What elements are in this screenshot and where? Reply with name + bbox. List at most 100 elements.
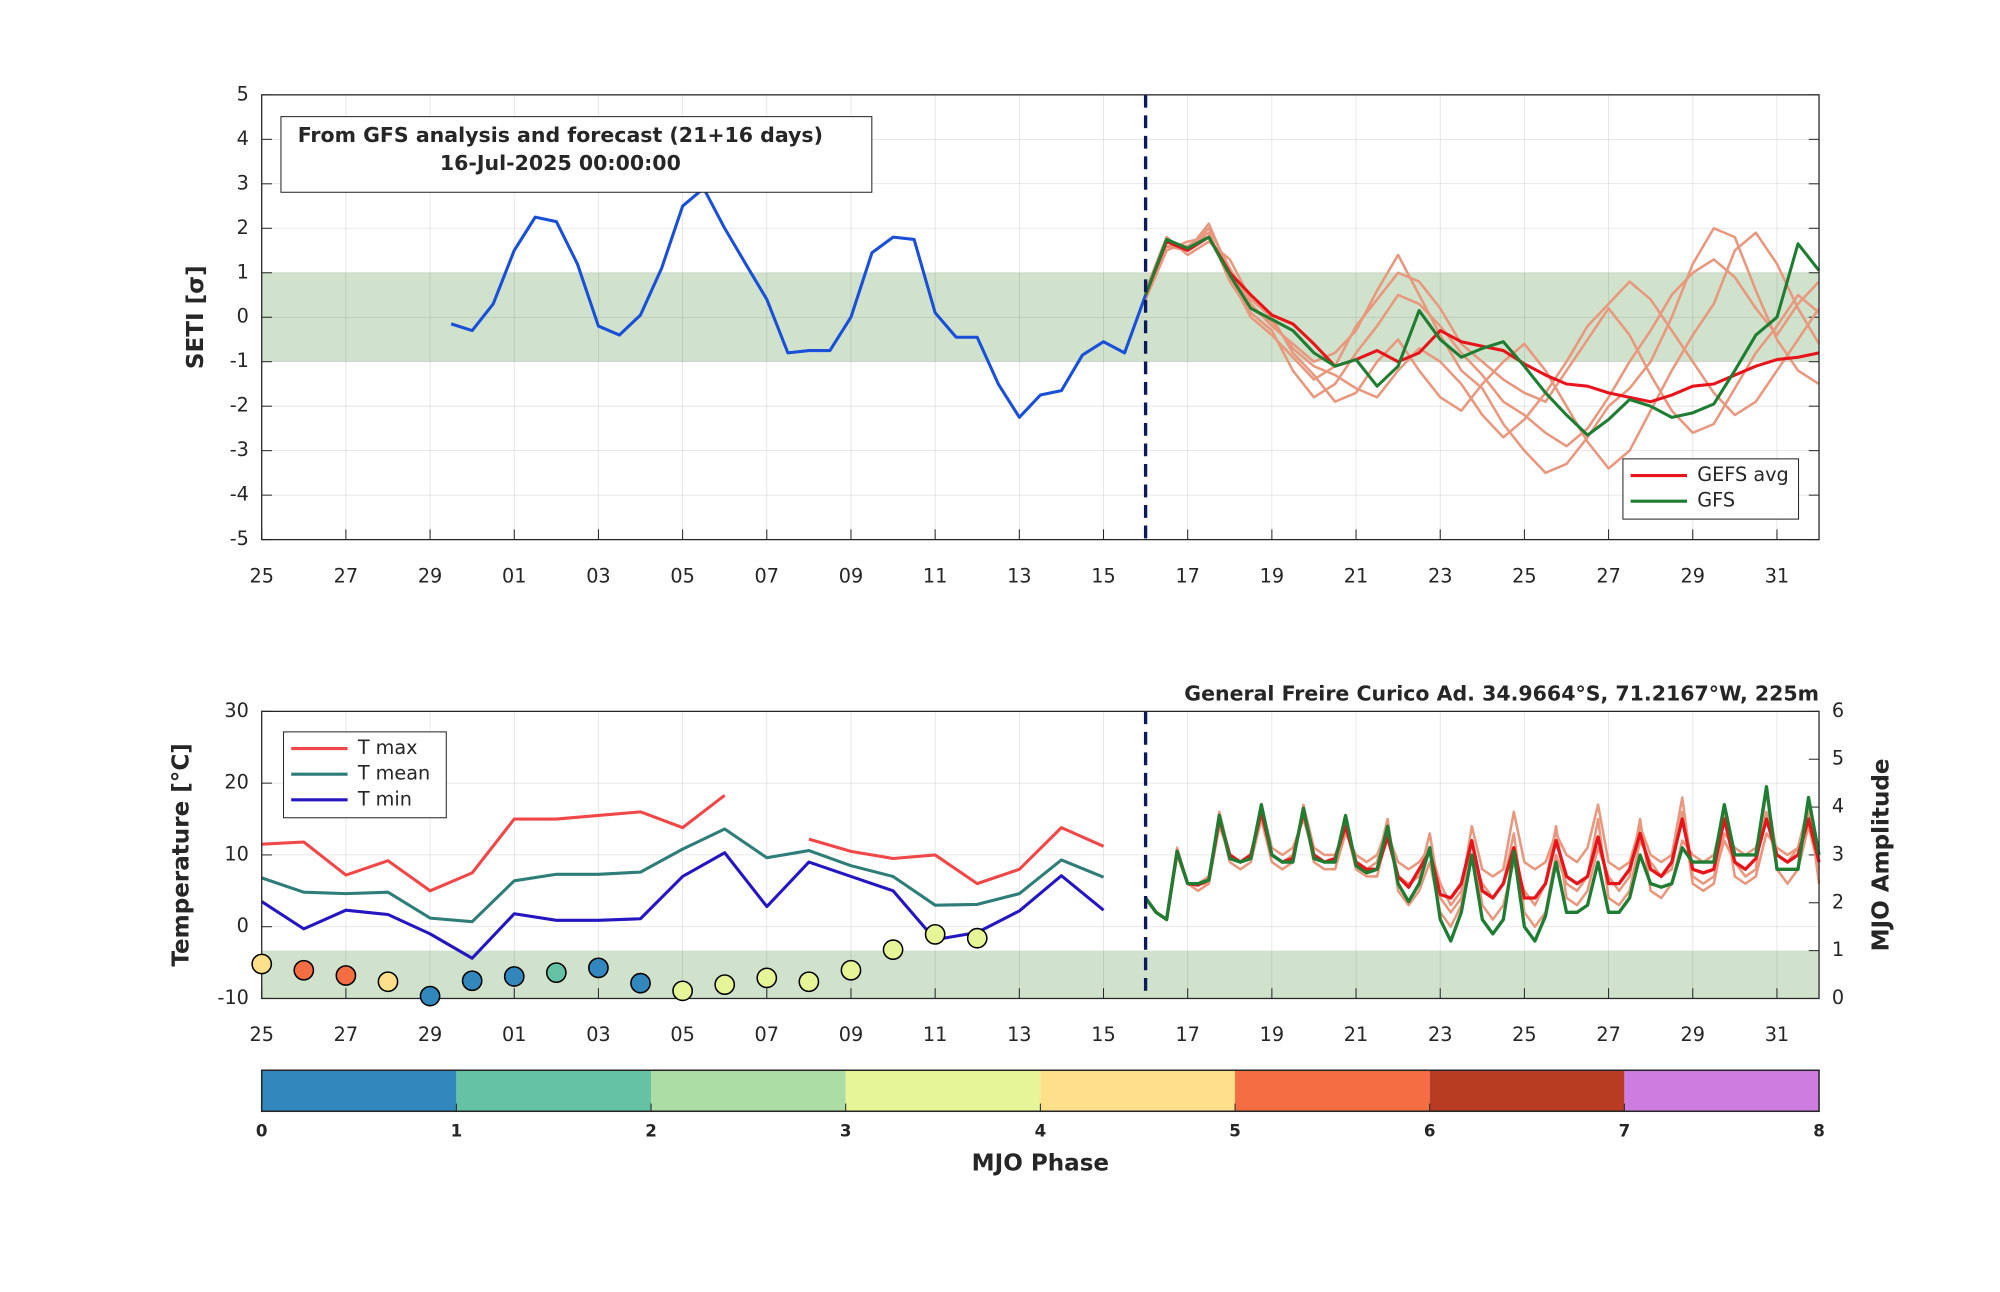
x-tick-label: 27	[1596, 564, 1620, 587]
colorbar-tick-label: 6	[1424, 1121, 1436, 1140]
y2-tick-label: 4	[1832, 795, 1844, 818]
y2-tick-label: 1	[1832, 938, 1844, 961]
seti-panel: 25 27 29 01 03 05 07 09 11 13 15 17 19 21 23 25 27 29 31-5…	[183, 82, 1821, 587]
colorbar-segment	[1624, 1070, 1820, 1112]
y-tick-label: 0	[237, 914, 249, 937]
x-tick-label: 01	[502, 1023, 526, 1046]
x-tick-label: 03	[586, 564, 610, 587]
forecast-line	[1144, 785, 1821, 943]
colorbar-tick-label: 5	[1229, 1121, 1241, 1140]
x-tick-label: 05	[670, 1023, 694, 1046]
colorbar-tick-label: 0	[256, 1121, 268, 1140]
x-tick-label: 21	[1344, 564, 1368, 587]
legend-label: T mean	[357, 762, 430, 785]
x-tick-label: 09	[839, 564, 863, 587]
annotation-text: From GFS analysis and forecast (21+16 da…	[298, 123, 823, 147]
x-tick-label: 25	[249, 564, 273, 587]
colorbar-tick-label: 7	[1619, 1121, 1631, 1140]
legend-box	[1622, 458, 1800, 520]
colorbar-tick-label: 2	[645, 1121, 657, 1140]
y-tick-label: 2	[237, 216, 249, 239]
mjo-dot	[419, 985, 441, 1007]
y2-axis-label: MJO Amplitude	[1868, 758, 1894, 951]
colorbar-tick-label: 3	[840, 1121, 852, 1140]
x-tick-label: 11	[923, 1023, 947, 1046]
y-tick-label: -3	[230, 438, 249, 461]
x-tick-label: 21	[1344, 1023, 1368, 1046]
series-line	[1144, 235, 1821, 437]
x-tick-label: 05	[670, 564, 694, 587]
x-tick-label: 09	[839, 1023, 863, 1046]
y2-tick-label: 3	[1832, 842, 1844, 865]
x-tick-label: 07	[755, 1023, 779, 1046]
y-tick-label: 4	[237, 127, 249, 150]
legend-label: T min	[357, 787, 412, 810]
mjo-dot	[672, 980, 693, 1002]
colorbar-segment	[456, 1070, 652, 1112]
x-tick-label: 07	[755, 564, 779, 587]
analysis-line	[450, 186, 1148, 419]
axes-frame	[261, 94, 1820, 541]
normal-band	[261, 950, 1820, 999]
legend-label: GFS	[1697, 489, 1735, 512]
axes-frame	[261, 710, 1820, 1000]
mjo-dot	[335, 965, 357, 986]
mjo-dot	[461, 970, 483, 992]
mjo-dot	[840, 959, 862, 981]
colorbar-segment	[1040, 1070, 1236, 1112]
x-tick-label: 19	[1260, 1023, 1284, 1046]
mjo-dot	[714, 974, 736, 995]
y-tick-label: 5	[237, 82, 249, 105]
x-tick-label: 31	[1765, 1023, 1789, 1046]
y-tick-label: 20	[224, 771, 248, 794]
colorbar-tick-label: 8	[1813, 1121, 1825, 1140]
x-tick-label: 17	[1175, 564, 1199, 587]
mjo-dot	[377, 971, 399, 993]
x-tick-label: 17	[1175, 1023, 1199, 1046]
colorbar-tick-label: 1	[451, 1121, 463, 1140]
mjo-dot	[630, 972, 651, 994]
mjo-dot	[293, 959, 315, 981]
y-tick-label: 3	[237, 171, 249, 194]
y-tick-label: -5	[230, 527, 249, 550]
y-tick-label: 0	[237, 305, 249, 328]
ensemble-member	[1144, 235, 1820, 435]
y-tick-label: -10	[218, 986, 249, 1009]
mjo-colorbar: 0 1 2 3 4 5 6 7 8 MJO Phase	[256, 1069, 1825, 1176]
colorbar-label: MJO Phase	[972, 1150, 1109, 1176]
legend-label: T max	[357, 736, 418, 759]
ensemble-member	[1144, 231, 1821, 470]
mjo-dot	[588, 957, 609, 979]
x-tick-label: 01	[502, 564, 526, 587]
x-tick-label: 27	[334, 564, 358, 587]
x-tick-label: 25	[249, 1023, 273, 1046]
series-line	[808, 826, 1105, 886]
x-tick-label: 23	[1428, 564, 1452, 587]
colorbar-tick-label: 4	[1035, 1121, 1047, 1140]
x-tick-label: 25	[1512, 1023, 1536, 1046]
colorbar-segment	[1429, 1070, 1625, 1112]
x-tick-label: 03	[586, 1023, 610, 1046]
normal-band	[261, 272, 1820, 362]
x-tick-label: 29	[418, 1023, 442, 1046]
series-line	[1144, 235, 1820, 404]
temperature-panel: 25 27 29 01 03 05 07 09 11 13 15 17 19 21 23 25 27 29 31-1…	[169, 682, 1895, 1046]
ensemble-member	[1144, 231, 1820, 448]
x-tick-label: 15	[1091, 564, 1115, 587]
x-tick-label: 31	[1765, 564, 1789, 587]
y-tick-label: 10	[224, 842, 248, 865]
mjo-dot	[251, 953, 273, 975]
mjo-dot	[882, 939, 904, 961]
mjo-dot	[798, 971, 820, 993]
chart-title: General Freire Curico Ad. 34.9664°S, 71.…	[1184, 682, 1819, 706]
x-tick-label: 13	[1007, 1023, 1031, 1046]
x-tick-label: 15	[1091, 1023, 1115, 1046]
mjo-dot	[503, 966, 525, 987]
colorbar-segment	[1235, 1070, 1430, 1112]
x-tick-label: 13	[1007, 564, 1031, 587]
x-tick-label: 29	[418, 564, 442, 587]
series-line	[260, 851, 1105, 960]
x-tick-label: 25	[1512, 564, 1536, 587]
